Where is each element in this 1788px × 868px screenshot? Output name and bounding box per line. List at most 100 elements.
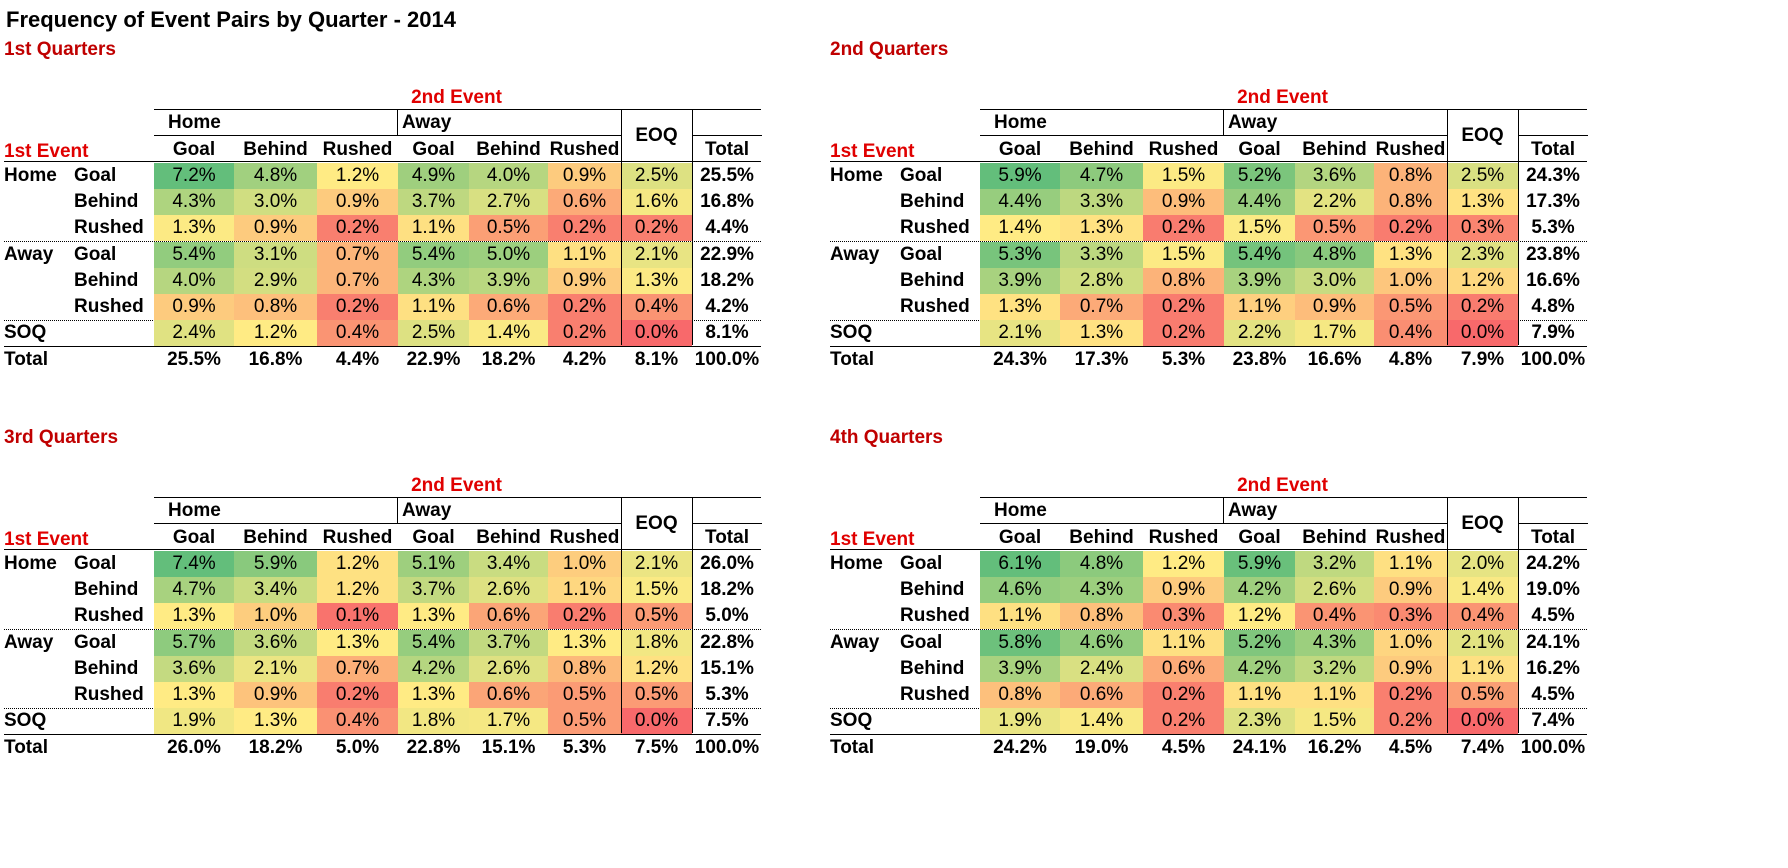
heatmap-cell: 2.0% [1447,551,1518,577]
heatmap-cell: 0.3% [1143,603,1224,630]
row-group-label: Away [4,631,54,653]
heatmap-cell: 0.4% [1295,603,1374,630]
total-rule [830,345,1587,347]
heatmap-cell: 1.1% [1224,294,1295,320]
eoq-header: EOQ [1461,125,1504,146]
row-label: Behind [74,191,139,213]
heatmap-cell: 3.2% [1295,551,1374,577]
heatmap-cell: 0.8% [1060,603,1143,630]
heatmap-cell: 0.4% [317,708,398,735]
heatmap-cell: 1.1% [1143,629,1224,656]
row-label: Goal [74,553,117,574]
column-header: Goal [998,139,1042,160]
heatmap-cell: 1.6% [621,189,692,216]
heatmap-cell: 1.3% [621,267,692,294]
row-total-cell: 5.0% [705,605,749,627]
heatmap-cell: 5.4% [398,241,469,268]
heatmap-cell: 5.1% [398,551,469,577]
heatmap-cell: 2.1% [1447,629,1518,656]
heatmap-cell: 0.9% [548,267,621,294]
row-group-label: Home [4,165,57,186]
quarter-title: 3rd Quarters [4,427,119,448]
column-total-cell: 4.5% [1161,737,1206,759]
heatmap-cell: 0.8% [1374,189,1447,216]
heatmap-cell: 3.7% [398,577,469,604]
row-group-label: SOQ [830,322,873,344]
heatmap-cell: 2.4% [154,320,234,347]
heatmap-cell: 1.5% [1143,163,1224,189]
heatmap-cell: 0.6% [1143,655,1224,682]
column-header: Rushed [1375,527,1446,548]
heatmap-cell: 4.6% [1060,629,1143,656]
column-total-cell: 7.4% [1460,737,1505,759]
heatmap-cell: 1.2% [1447,267,1518,294]
heatmap-cell: 1.2% [317,577,398,604]
heatmap-cell: 0.3% [1447,215,1518,242]
heatmap-cell: 4.3% [398,267,469,294]
heatmap-cell: 0.2% [317,215,398,242]
away-group-header: Away [402,112,452,133]
heatmap-cell: 0.4% [1374,320,1447,347]
heatmap-cell: 0.2% [548,320,621,347]
heatmap-cell: 1.8% [621,629,692,656]
heatmap-cell: 0.2% [1143,294,1224,320]
header-rule-sub [154,523,621,524]
quarter-table-3: 3rd Quarters 2nd Event Home Away EOQ Goal Behi… [4,426,864,826]
heatmap-cell: 5.7% [154,629,234,656]
row-total-cell: 24.1% [1526,631,1580,653]
heatmap-cell: 0.6% [1060,682,1143,708]
heatmap-cell: 0.8% [980,682,1060,708]
heatmap-cell: 3.7% [469,629,548,656]
second-event-header: 2nd Event [1237,87,1328,108]
column-total-cell: 18.2% [248,737,303,759]
heatmap-cell: 0.9% [1374,577,1447,604]
row-label: Goal [74,165,117,186]
home-group-header: Home [168,500,221,521]
heatmap-cell: 5.2% [1224,629,1295,656]
heatmap-cell: 1.3% [234,708,317,735]
heatmap-cell: 0.0% [1447,708,1518,735]
heatmap-cell: 5.9% [980,163,1060,189]
column-total-cell: 4.4% [335,349,380,371]
heatmap-cell: 4.8% [234,163,317,189]
divider [692,497,693,549]
heatmap-cell: 1.5% [621,577,692,604]
heatmap-cell: 4.4% [1224,189,1295,216]
row-label: Rushed [74,684,144,705]
header-rule-bottom [4,161,761,162]
heatmap-cell: 0.6% [548,189,621,216]
column-header: Goal [412,139,455,160]
row-total-cell: 16.6% [1526,269,1580,291]
heatmap-cell: 2.6% [469,655,548,682]
heatmap-cell: 2.6% [469,577,548,604]
column-header: Behind [1069,139,1134,160]
heatmap-cell: 1.1% [548,241,621,268]
heatmap-cell: 0.5% [1447,682,1518,708]
heatmap-cell: 0.5% [621,603,692,630]
column-total-cell: 100.0% [1520,737,1586,759]
heatmap-cell: 1.4% [469,320,548,347]
total-row-label: Total [4,737,48,759]
first-event-header: 1st Event [4,529,89,550]
heatmap-cell: 1.1% [548,577,621,604]
heatmap-cell: 1.3% [154,215,234,242]
heatmap-cell: 1.5% [1295,708,1374,735]
heatmap-cell: 0.2% [548,603,621,630]
total-rule [4,345,761,347]
heatmap-cell: 1.2% [317,163,398,189]
column-header: Rushed [322,527,393,548]
column-total-cell: 19.0% [1074,737,1129,759]
quarter-table-4: 4th Quarters 2nd Event Home Away EOQ Goal Behi… [830,426,1690,826]
heatmap-cell: 3.1% [234,241,317,268]
heatmap-cell: 2.5% [621,163,692,189]
heatmap-cell: 4.0% [154,267,234,294]
column-header: Goal [1238,527,1281,548]
heatmap-cell: 0.2% [1374,215,1447,242]
heatmap-cell: 0.2% [317,682,398,708]
row-group-label: Home [4,553,57,574]
heatmap-cell: 1.1% [1295,682,1374,708]
heatmap-cell: 0.4% [1447,603,1518,630]
heatmap-cell: 0.5% [1295,215,1374,242]
column-header: Rushed [549,139,620,160]
column-total-cell: 100.0% [694,737,760,759]
